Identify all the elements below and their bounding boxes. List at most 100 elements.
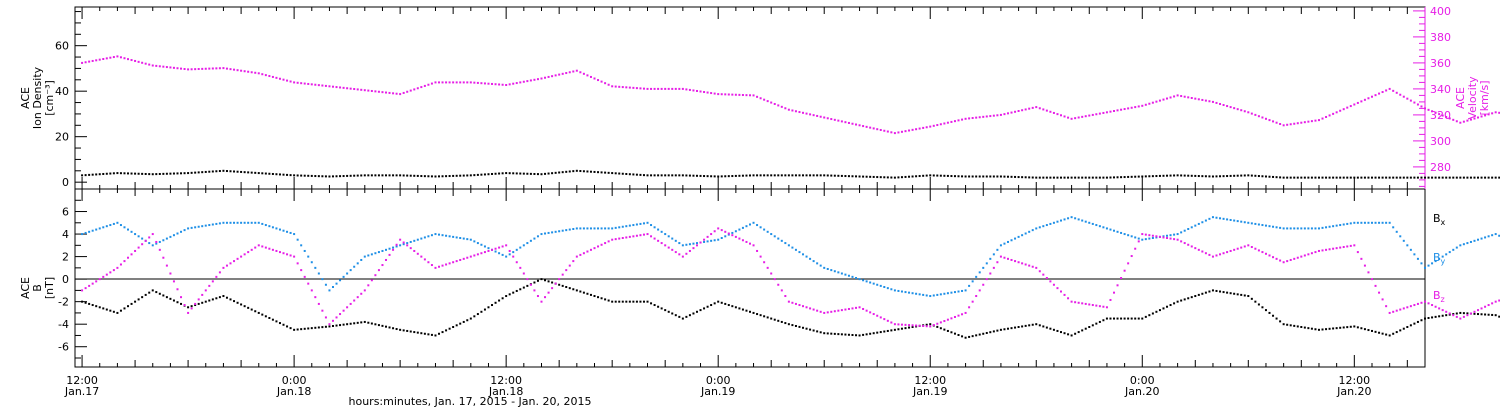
data-point <box>1264 175 1267 178</box>
data-point <box>1268 119 1271 122</box>
data-point <box>519 81 522 84</box>
data-point <box>296 81 299 84</box>
data-point <box>862 279 865 282</box>
data-point <box>1296 122 1299 125</box>
data-point <box>346 306 349 309</box>
data-point <box>1028 324 1031 327</box>
data-point <box>1378 221 1381 224</box>
xtick-date-label: Jan.18 <box>488 385 523 398</box>
ytick-bottom-label: 6 <box>62 206 69 219</box>
data-point <box>1229 106 1232 109</box>
data-point <box>911 175 914 178</box>
data-point <box>321 278 324 281</box>
data-point <box>1321 176 1324 179</box>
data-point <box>459 81 462 84</box>
data-point <box>392 327 395 330</box>
data-point <box>628 235 631 238</box>
ytick-bottom-label: -6 <box>58 341 69 354</box>
data-point <box>1095 224 1098 227</box>
data-point <box>529 283 532 286</box>
data-point <box>1059 290 1062 293</box>
data-point <box>303 275 306 278</box>
data-point <box>1098 305 1101 308</box>
data-point <box>278 77 281 80</box>
data-point <box>855 306 858 309</box>
data-point <box>1254 247 1257 250</box>
data-point <box>1356 176 1359 179</box>
data-point <box>363 89 366 92</box>
data-point <box>551 172 554 175</box>
data-point <box>303 82 306 85</box>
data-point <box>1042 176 1045 179</box>
data-point <box>1028 264 1031 267</box>
data-point <box>784 322 787 325</box>
data-point <box>119 309 122 312</box>
data-point <box>1176 94 1179 97</box>
data-point <box>1151 101 1154 104</box>
data-point <box>388 326 391 329</box>
data-point <box>462 81 465 84</box>
data-point <box>604 171 607 174</box>
data-point <box>929 295 932 298</box>
data-point <box>1148 237 1151 240</box>
ylabel-right-line-2: Velocity <box>1466 76 1479 120</box>
data-point <box>1144 238 1147 241</box>
data-point <box>1466 119 1469 122</box>
data-point <box>713 92 716 95</box>
data-point <box>116 311 119 314</box>
data-point <box>1480 176 1483 179</box>
data-point <box>745 309 748 312</box>
data-point <box>1332 327 1335 330</box>
data-point <box>1363 264 1366 267</box>
data-point <box>1494 111 1497 114</box>
data-point <box>1445 176 1448 179</box>
data-point <box>1116 317 1119 320</box>
data-point <box>172 280 175 283</box>
data-point <box>395 245 398 248</box>
data-point <box>837 119 840 122</box>
data-point <box>448 81 451 84</box>
data-point <box>932 294 935 297</box>
data-point <box>1194 295 1197 298</box>
data-point <box>321 309 324 312</box>
data-point <box>293 328 296 331</box>
data-point <box>1310 252 1313 255</box>
data-point <box>1074 176 1077 179</box>
ylabel-b-line-3: [nT] <box>43 277 56 299</box>
data-point <box>1367 221 1370 224</box>
data-point <box>310 174 313 177</box>
data-point <box>706 91 709 94</box>
data-point <box>349 322 352 325</box>
data-point <box>650 174 653 177</box>
data-point <box>148 173 151 176</box>
data-point <box>144 172 147 175</box>
data-point <box>1084 115 1087 118</box>
data-point <box>1462 312 1465 315</box>
data-point <box>865 175 868 178</box>
data-point <box>1406 306 1409 309</box>
data-point <box>275 320 278 323</box>
data-point <box>1487 304 1490 307</box>
data-point <box>745 240 748 243</box>
data-point <box>515 261 518 264</box>
data-point <box>201 171 204 174</box>
data-point <box>321 84 324 87</box>
data-point <box>876 331 879 334</box>
data-point <box>1120 108 1123 111</box>
data-point <box>1381 221 1384 224</box>
data-point <box>1155 236 1158 239</box>
data-point <box>607 83 610 86</box>
data-point <box>367 321 370 324</box>
data-point <box>416 174 419 177</box>
data-point <box>1024 108 1027 111</box>
data-point <box>180 172 183 175</box>
data-point <box>770 174 773 177</box>
data-point <box>830 310 833 313</box>
data-point <box>339 313 342 316</box>
data-point <box>1438 257 1441 260</box>
data-point <box>823 332 826 335</box>
data-point <box>692 242 695 245</box>
data-point <box>204 67 207 70</box>
data-point <box>837 271 840 274</box>
data-point <box>989 272 992 275</box>
